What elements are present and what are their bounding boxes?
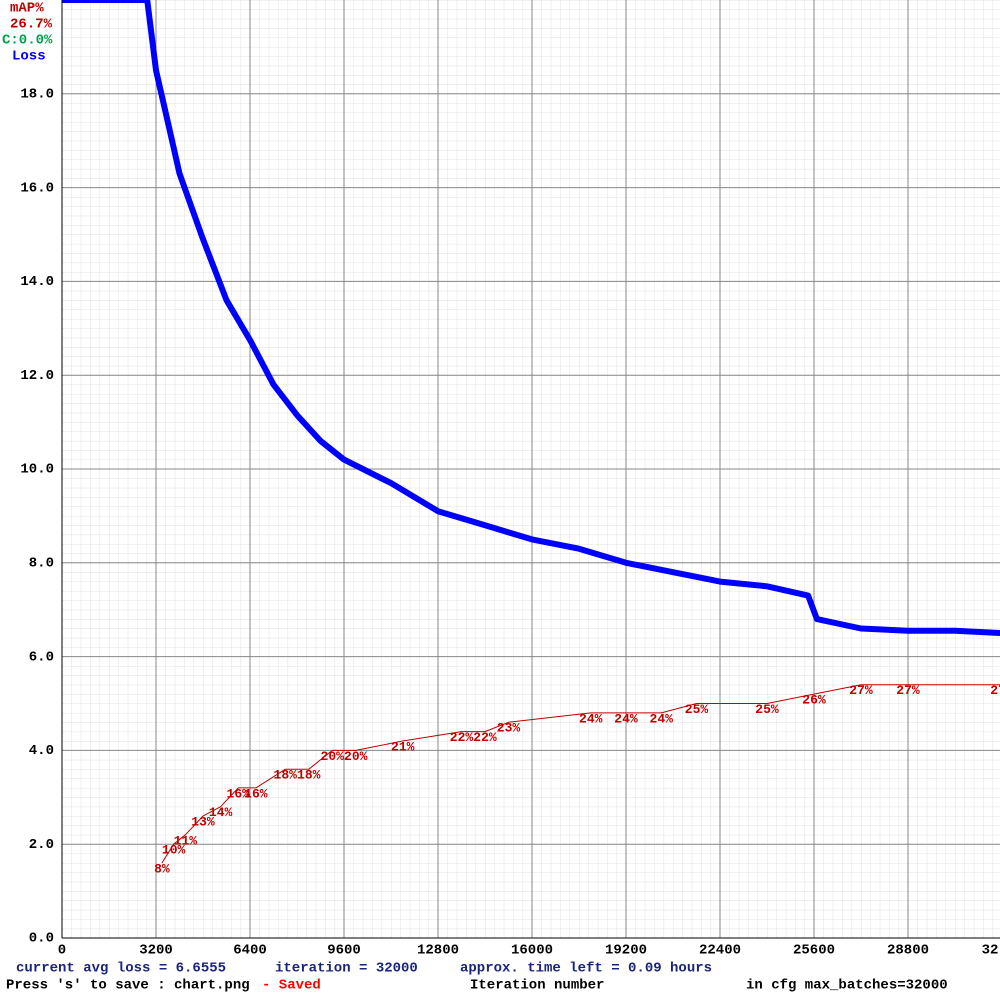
x-tick-label: 25600 (793, 943, 835, 959)
y-tick-label: 2.0 (29, 837, 54, 853)
y-tick-label: 18.0 (20, 87, 54, 103)
y-tick-label: 14.0 (20, 274, 54, 290)
x-tick-label: 0 (58, 943, 66, 959)
x-axis-label: Iteration number (470, 978, 604, 994)
value-label: 21% (391, 739, 415, 754)
value-label: 22% (450, 730, 474, 745)
x-tick-label: 9600 (327, 943, 361, 959)
value-label: 10% (162, 843, 186, 858)
value-label: 8% (154, 861, 170, 876)
y-tick-label: 10.0 (20, 462, 54, 478)
value-label: 18% (297, 768, 321, 783)
legend-class: C:0.0% (2, 33, 53, 49)
max-batches: in cfg max_batches=32000 (746, 978, 948, 994)
avg-loss: current avg loss = 6.6555 (16, 961, 226, 977)
value-label: 26% (802, 693, 826, 708)
x-tick-label: 22400 (699, 943, 741, 959)
x-tick-label: 16000 (511, 943, 553, 959)
value-label: 24% (650, 711, 674, 726)
value-label: 24% (579, 711, 603, 726)
saved: - Saved (262, 978, 321, 994)
value-label: 20% (344, 749, 368, 764)
y-tick-label: 6.0 (29, 649, 54, 665)
x-tick-label: 28800 (887, 943, 929, 959)
value-label: 24% (614, 711, 638, 726)
time-left: approx. time left = 0.09 hours (460, 961, 712, 977)
x-tick-label: 32 (982, 943, 999, 959)
x-tick-label: 12800 (417, 943, 459, 959)
value-label: 14% (209, 805, 233, 820)
value-label: 16% (227, 786, 251, 801)
value-label: 25% (685, 702, 709, 717)
value-label: 25% (755, 702, 779, 717)
series-line (62, 0, 1000, 637)
value-label: 23% (497, 721, 521, 736)
y-tick-label: 8.0 (29, 556, 54, 572)
y-tick-label: 16.0 (20, 180, 54, 196)
x-tick-label: 3200 (139, 943, 173, 959)
value-label: 18% (274, 768, 298, 783)
legend-loss: Loss (12, 49, 46, 65)
x-tick-label: 19200 (605, 943, 647, 959)
y-tick-label: 0.0 (29, 931, 54, 947)
x-tick-label: 6400 (233, 943, 267, 959)
value-label: 13% (191, 814, 215, 829)
iteration: iteration = 32000 (275, 961, 418, 977)
y-tick-label: 12.0 (20, 368, 54, 384)
value-label: 27% (990, 683, 1000, 698)
legend-map-value: 26.7% (10, 17, 53, 33)
y-tick-label: 4.0 (29, 743, 54, 759)
value-label: 20% (321, 749, 345, 764)
save-hint: Press 's' to save : chart.png (6, 978, 250, 994)
value-label: 11% (174, 833, 198, 848)
series-line (161, 684, 1000, 864)
value-label: 27% (896, 683, 920, 698)
value-label: 22% (473, 730, 497, 745)
legend-map: mAP% (10, 1, 44, 17)
value-label: 27% (849, 683, 873, 698)
value-label: 16% (244, 786, 268, 801)
